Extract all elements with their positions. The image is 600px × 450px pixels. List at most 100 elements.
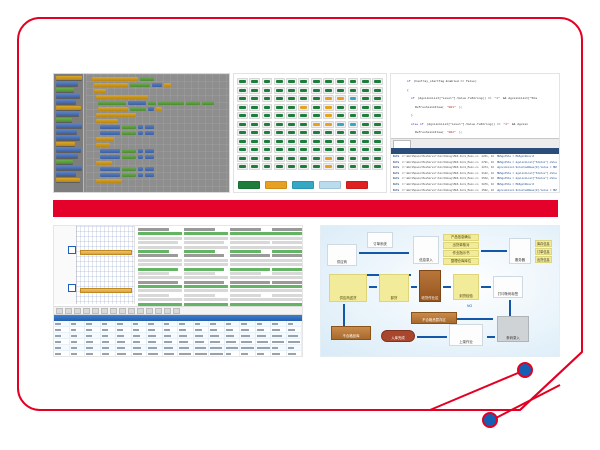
palette-block[interactable] xyxy=(56,76,82,80)
flow-node-label-print[interactable]: 打印条码标签 xyxy=(493,276,523,298)
code-line[interactable]: RefreshLinkFlow("001"); xyxy=(395,105,555,111)
toolbar-button[interactable] xyxy=(146,307,153,314)
table-row[interactable] xyxy=(54,321,302,327)
table-cell[interactable] xyxy=(54,339,70,344)
toolbar-button[interactable] xyxy=(56,307,63,314)
workspace-block[interactable] xyxy=(145,149,154,153)
status-cell[interactable] xyxy=(323,103,334,111)
status-cell[interactable] xyxy=(286,78,297,85)
table-cell[interactable] xyxy=(70,339,85,344)
table-cell[interactable] xyxy=(101,327,116,332)
table-cell[interactable] xyxy=(132,321,147,326)
status-cell[interactable] xyxy=(237,120,248,128)
workspace-block-row[interactable] xyxy=(96,161,112,165)
workspace-block[interactable] xyxy=(96,161,112,165)
table-cell[interactable] xyxy=(132,339,147,344)
toolbar-button[interactable] xyxy=(92,307,99,314)
table-cell[interactable] xyxy=(147,321,163,326)
status-cell[interactable] xyxy=(335,163,347,170)
status-cell[interactable] xyxy=(323,112,334,119)
workspace-block[interactable] xyxy=(96,95,148,99)
table-cell[interactable] xyxy=(70,345,85,350)
status-cell[interactable] xyxy=(286,137,297,145)
table-cell[interactable] xyxy=(85,333,101,338)
table-cell[interactable] xyxy=(163,333,178,338)
status-cell[interactable] xyxy=(286,154,297,162)
status-cell[interactable] xyxy=(359,163,371,170)
status-cell[interactable] xyxy=(237,103,248,111)
status-cell[interactable] xyxy=(310,154,322,162)
code-line[interactable]: if (hasTray_startTag.Enabled == false) xyxy=(395,79,555,85)
table-cell[interactable] xyxy=(70,333,85,338)
workspace-block-row[interactable] xyxy=(96,179,122,183)
status-cell[interactable] xyxy=(359,78,371,85)
workspace-block[interactable] xyxy=(138,149,143,153)
status-cell[interactable] xyxy=(310,103,322,111)
workspace-block-row[interactable] xyxy=(100,155,154,159)
status-cell[interactable] xyxy=(273,163,285,170)
palette-block[interactable] xyxy=(56,118,72,122)
status-cell[interactable] xyxy=(261,120,273,128)
status-cell[interactable] xyxy=(323,163,334,170)
table-cell[interactable] xyxy=(287,333,302,338)
status-cell[interactable] xyxy=(347,103,359,111)
table-cell[interactable] xyxy=(101,321,116,326)
workspace-block-row[interactable] xyxy=(100,131,154,135)
status-cell[interactable] xyxy=(372,112,383,119)
status-cell[interactable] xyxy=(323,129,334,136)
status-cell[interactable] xyxy=(372,137,383,145)
workspace-block[interactable] xyxy=(130,107,146,111)
status-cell[interactable] xyxy=(273,78,285,85)
palette-block[interactable] xyxy=(56,94,80,98)
status-cell[interactable] xyxy=(372,146,383,153)
table-cell[interactable] xyxy=(116,339,132,344)
table-cell[interactable] xyxy=(70,327,85,332)
palette-block[interactable] xyxy=(56,106,81,110)
flow-node-inspect[interactable]: 到货检验 xyxy=(453,274,479,300)
status-cell[interactable] xyxy=(261,78,273,85)
table-cell[interactable] xyxy=(194,339,209,344)
status-cell[interactable] xyxy=(249,146,261,153)
table-cell[interactable] xyxy=(240,333,256,338)
table-cell[interactable] xyxy=(271,345,287,350)
workspace-block[interactable] xyxy=(145,125,154,129)
toolbar-button[interactable] xyxy=(101,307,108,314)
workspace-block[interactable] xyxy=(94,83,128,87)
gantt-bar[interactable] xyxy=(80,288,132,293)
status-cell[interactable] xyxy=(347,137,359,145)
status-cell-grid[interactable] xyxy=(237,78,383,170)
workspace-block[interactable] xyxy=(145,131,154,135)
workspace-block-row[interactable] xyxy=(96,119,118,123)
palette-block[interactable] xyxy=(56,82,78,86)
flow-node-note-4[interactable]: 整理仓库库位 xyxy=(443,258,479,265)
table-cell[interactable] xyxy=(256,327,271,332)
flow-node-transport[interactable]: 供应商送货 xyxy=(329,274,367,302)
table-cell[interactable] xyxy=(178,351,194,356)
status-cell[interactable] xyxy=(335,86,347,94)
table-cell[interactable] xyxy=(70,321,85,326)
code-line[interactable]: { xyxy=(395,88,555,94)
status-cell[interactable] xyxy=(273,120,285,128)
table-cell[interactable] xyxy=(209,345,225,350)
gantt-chart-area[interactable] xyxy=(54,226,302,341)
table-cell[interactable] xyxy=(209,339,225,344)
table-cell[interactable] xyxy=(132,351,147,356)
workspace-block[interactable] xyxy=(138,131,143,135)
table-cell[interactable] xyxy=(256,345,271,350)
workspace-block[interactable] xyxy=(138,155,143,159)
status-cell[interactable] xyxy=(286,129,297,136)
workspace-block[interactable] xyxy=(96,137,114,141)
table-cell[interactable] xyxy=(209,351,225,356)
table-cell[interactable] xyxy=(225,333,240,338)
table-cell[interactable] xyxy=(194,321,209,326)
workspace-block[interactable] xyxy=(158,101,184,105)
table-cell[interactable] xyxy=(225,327,240,332)
status-cell[interactable] xyxy=(237,137,248,145)
workspace-block[interactable] xyxy=(96,179,122,183)
workspace-block[interactable] xyxy=(122,149,136,153)
table-cell[interactable] xyxy=(271,327,287,332)
status-cell[interactable] xyxy=(273,103,285,111)
workspace-block[interactable] xyxy=(145,173,154,177)
workspace-block-row[interactable] xyxy=(96,113,136,117)
table-row[interactable] xyxy=(54,351,302,356)
